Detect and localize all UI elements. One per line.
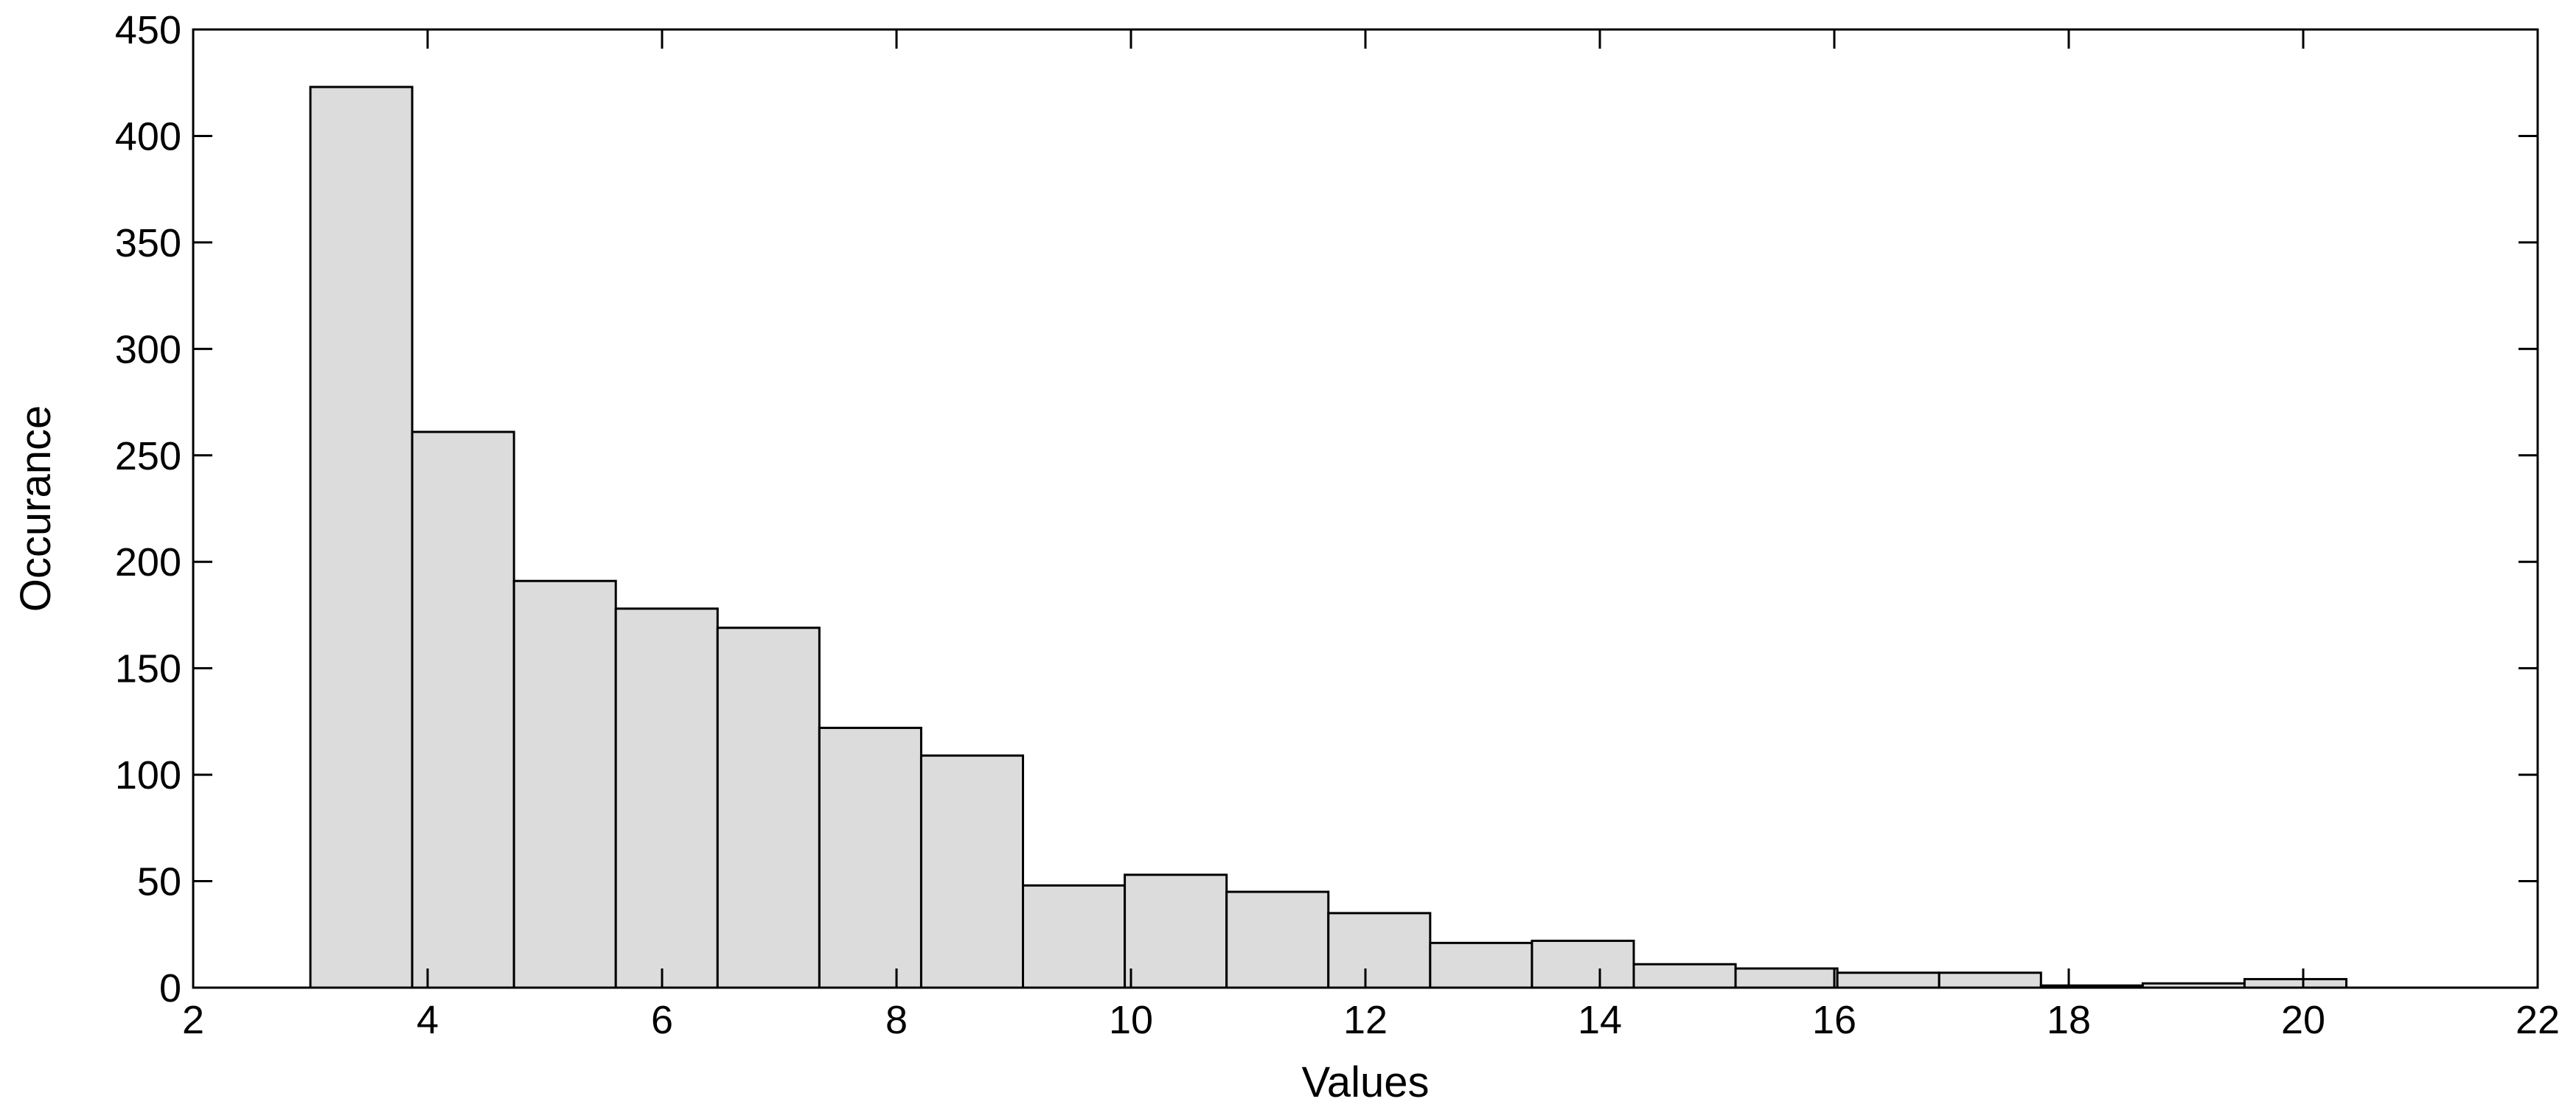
x-tick-label: 6 [651, 998, 673, 1042]
x-tick-label: 20 [2281, 998, 2325, 1042]
histogram-bar [411, 430, 515, 989]
histogram-bar [1632, 963, 1737, 989]
y-tick-label: 350 [115, 221, 181, 265]
y-axis-label: Occurance [12, 405, 60, 612]
histogram-bar [1531, 939, 1635, 989]
y-tick-label: 400 [115, 114, 181, 158]
histogram-bar [1022, 884, 1127, 989]
histogram-bar [1836, 971, 1940, 989]
x-tick-label: 14 [1578, 998, 1622, 1042]
x-tick-label: 2 [182, 998, 204, 1042]
histogram-bar [1225, 890, 1330, 989]
x-tick-label: 4 [417, 998, 439, 1042]
x-tick-label: 8 [885, 998, 908, 1042]
histogram-bar [1429, 941, 1534, 989]
x-tick-label: 22 [2516, 998, 2560, 1042]
y-tick-label: 150 [115, 647, 181, 691]
y-tick-label: 100 [115, 753, 181, 797]
x-tick-label: 16 [1812, 998, 1856, 1042]
x-tick-label: 18 [2047, 998, 2091, 1042]
histogram-bar [1734, 967, 1839, 989]
histogram-bar [1327, 912, 1432, 989]
y-tick-label: 250 [115, 434, 181, 478]
histogram-bar [2243, 977, 2348, 989]
histogram-bar [818, 727, 922, 989]
histogram-bar [1124, 873, 1228, 989]
y-tick-label: 50 [137, 860, 181, 904]
x-tick-label: 12 [1343, 998, 1388, 1042]
histogram-bar [309, 85, 414, 989]
bars-layer [309, 85, 2348, 989]
histogram-bar [614, 607, 719, 989]
y-tick-label: 200 [115, 540, 181, 584]
y-tick-label: 0 [159, 966, 181, 1010]
x-axis-label: Values [1301, 1058, 1429, 1106]
histogram-bar [512, 579, 617, 989]
plot-frame [192, 28, 2539, 989]
y-tick-label: 450 [115, 8, 181, 52]
tick-labels-layer: 2 4 6 8 10 12 14 16 18 20 22 0 50 100 150 200 250 300 350 4… [115, 8, 2560, 1042]
y-tick-label: 300 [115, 327, 181, 371]
histogram-bar [1938, 971, 2042, 989]
histogram-bar [716, 626, 821, 989]
histogram-bar [919, 754, 1025, 989]
x-tick-label: 10 [1109, 998, 1153, 1042]
